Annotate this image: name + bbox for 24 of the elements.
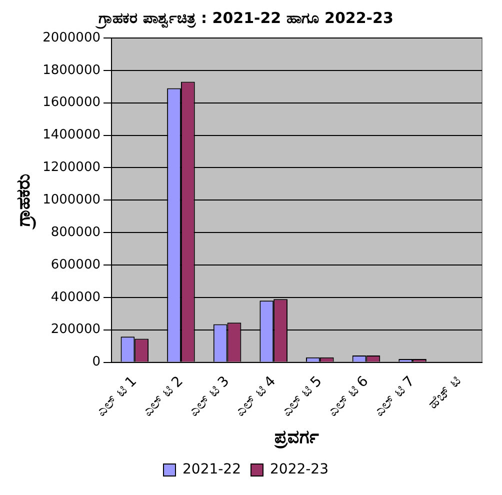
y-tick-label: 2000000 <box>42 30 100 46</box>
chart-title: ಗ್ರಾಹಕರ ಪಾರ್ಶ್ವಚಿತ್ರ : 2021-22 ಹಾಗೂ 2022-23 <box>94 8 394 29</box>
x-axis-title: ಪ್ರವರ್ಗ <box>274 426 320 449</box>
x-tick-label: ಎಲ್ ಟಿ 7 <box>371 373 418 420</box>
y-tick-label: 600000 <box>50 257 100 272</box>
x-tick-label: ಎಲ್ ಟಿ 6 <box>325 373 372 420</box>
y-tick-label: 1400000 <box>42 128 100 143</box>
x-tick-label: ಎಲ್ ಟಿ 2 <box>140 373 186 420</box>
x-tick-label: ಎಲ್ ಟಿ 4 <box>232 373 280 420</box>
y-axis-title: ಗ್ರಾಹಕರು <box>13 174 36 231</box>
y-tick-label: 1000000 <box>42 192 100 208</box>
y-tick-label: 0 <box>92 354 100 370</box>
x-tick-label: ಎಲ್ ಟಿ 3 <box>186 373 233 420</box>
x-tick-label: ಎಲ್ ಟಿ 1 <box>94 373 140 420</box>
y-tick-label: 1600000 <box>42 95 100 110</box>
x-tick-label: ಹೆಚ್ ಟಿ <box>425 373 464 413</box>
legend-label: 2021-22 <box>182 462 242 478</box>
legend-label: 2022-23 <box>270 462 328 478</box>
y-tick-label: 200000 <box>50 322 100 338</box>
y-tick-label: 1200000 <box>42 160 100 176</box>
y-tick-label: 800000 <box>50 224 100 240</box>
x-tick-label: ಎಲ್ ಟಿ 5 <box>278 373 326 420</box>
y-tick-label: 1800000 <box>42 62 100 78</box>
y-tick-label: 400000 <box>50 290 100 305</box>
